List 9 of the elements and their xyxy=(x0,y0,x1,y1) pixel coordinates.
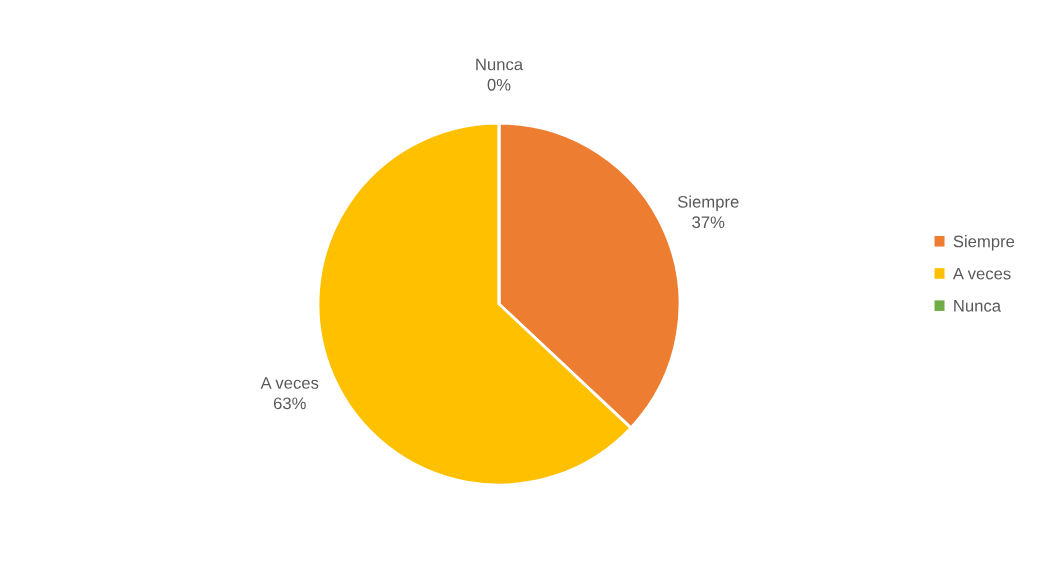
category-label: Nunca xyxy=(476,58,524,71)
legend-label: A veces xyxy=(952,267,1011,280)
legend-label: Siempre xyxy=(953,235,1015,251)
legend-label: Nunca xyxy=(954,300,1002,312)
text: 0% xyxy=(487,78,511,91)
data-label: 37% xyxy=(692,216,725,229)
slice-label: A veces xyxy=(260,377,319,389)
slice-label: Siempre xyxy=(677,195,739,212)
data-label: 63% xyxy=(273,397,306,410)
